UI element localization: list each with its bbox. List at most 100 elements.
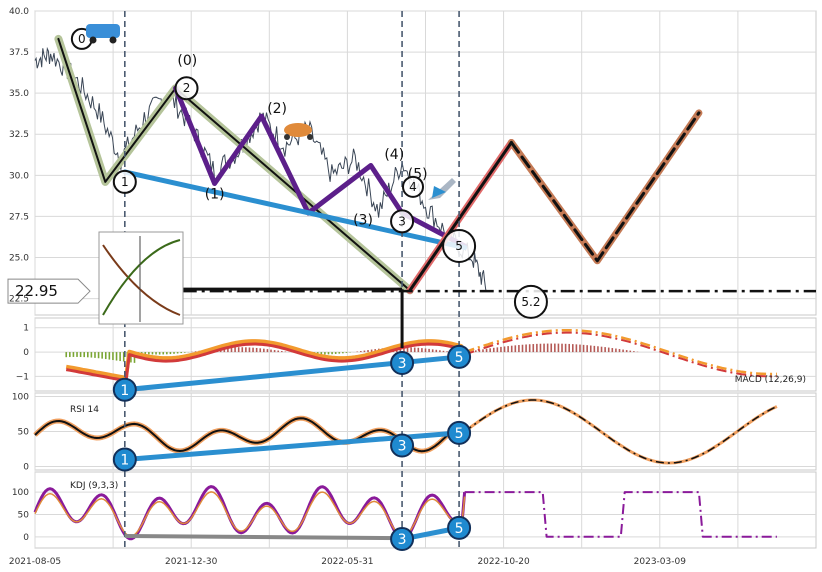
wave-circle-ring (442, 228, 477, 263)
wave-circle: 1 (112, 169, 137, 194)
divergence-circle (390, 433, 415, 458)
scooter-wheel (284, 134, 290, 140)
wave-label: (1) (205, 186, 225, 202)
car-wheel (109, 36, 117, 44)
kdj-projection (464, 491, 777, 538)
divergence-marker: 3 (390, 351, 415, 376)
tick-layer: 22.525.027.530.032.535.037.540.0−1010501… (9, 7, 806, 567)
wave-circle-label: 4 (409, 180, 417, 194)
x-tick-label: 2023-03-09 (634, 557, 687, 567)
y-tick-label: 0 (23, 533, 29, 543)
wave-circle-ring (402, 175, 425, 198)
wave-circle-ring (174, 76, 199, 101)
wave-circle: 3 (390, 209, 415, 234)
divergence-label: 3 (398, 532, 407, 548)
y-tick-label: 100 (12, 488, 29, 498)
x-tick-label: 2021-08-05 (9, 557, 61, 567)
x-tick-label: 2021-12-30 (165, 557, 218, 567)
wave-circle-label: 2 (183, 81, 191, 95)
wave-circle-label: 1 (121, 175, 129, 189)
wave-label: (2) (267, 101, 287, 117)
inset-curve (102, 244, 181, 316)
scooter-icon (284, 123, 313, 140)
wave-circle: 2 (174, 76, 199, 101)
divergence-marker: 5 (447, 515, 472, 540)
divergence-circle (447, 515, 472, 540)
car-icon (86, 24, 120, 44)
macd-signal-projection (464, 331, 777, 378)
macd-label: MACD (12,26,9) (735, 375, 806, 385)
divergence-marker: 1 (112, 447, 137, 472)
grid-lines (34, 10, 816, 548)
y-tick-label: 100 (12, 393, 29, 403)
y-tick-label: 40.0 (9, 7, 29, 17)
wave-label: (3) (353, 213, 373, 229)
wave-circle-label: 3 (398, 214, 406, 228)
divergence-label: 1 (120, 453, 129, 469)
y-tick-label: 32.5 (9, 130, 29, 140)
divergence-circle (112, 447, 137, 472)
divergence-circle (112, 377, 137, 402)
divergence-label: 1 (120, 383, 129, 399)
wave-circle-ring (513, 284, 548, 319)
divergence-marker: 3 (390, 527, 415, 552)
divergence-label: 5 (455, 426, 464, 442)
divergence-marker: 5 (447, 344, 472, 369)
y-tick-label: 30.0 (9, 171, 29, 181)
divergence-circle (390, 351, 415, 376)
y-tick-label: 0 (23, 463, 29, 473)
price-tag-text: 22.95 (15, 282, 58, 300)
car-wheel (89, 36, 97, 44)
divergence-circle (390, 527, 415, 552)
trend-line (122, 169, 468, 251)
scooter-wheel (307, 134, 313, 140)
y-tick-label: 35.0 (9, 89, 29, 99)
kdj-k-line (34, 491, 466, 538)
rsi-projection (464, 399, 778, 464)
inset-curve (102, 239, 181, 316)
rsi-line (34, 417, 466, 453)
divergence-circle (447, 420, 472, 445)
wave-line (57, 37, 411, 292)
divergence-marker: 5 (447, 420, 472, 445)
y-tick-label: 1 (23, 324, 29, 334)
price-tag: 22.95 (7, 278, 91, 304)
y-tick-label: 50 (18, 428, 30, 438)
divergence-marker: 1 (112, 377, 137, 402)
wave-circle: 5 (442, 228, 477, 263)
y-tick-label: −1 (16, 372, 29, 382)
wave-label: (0) (177, 53, 197, 69)
wave-circle-label: 5 (455, 239, 463, 253)
car-body (86, 24, 120, 38)
inset-frame (98, 231, 184, 325)
macd-signal (65, 342, 466, 383)
divergence-marker: 3 (390, 433, 415, 458)
macd-projection (464, 328, 777, 376)
wave-label: (4) (384, 147, 404, 163)
x-tick-label: 2022-05-31 (321, 557, 373, 567)
wave-circle-ring (390, 209, 415, 234)
y-tick-label: 0 (23, 348, 29, 358)
x-tick-label: 2022-10-20 (477, 557, 530, 567)
y-tick-label: 25.0 (9, 253, 29, 263)
macd-line (65, 339, 467, 380)
kdj-divergence-line (124, 533, 403, 541)
projection-dash (509, 111, 701, 263)
airplane-wing (432, 186, 446, 198)
kdj-label: KDJ (9,3,3) (70, 481, 118, 491)
projection-core (408, 141, 513, 292)
y-tick-label: 27.5 (9, 212, 29, 222)
divergence-label: 5 (455, 350, 464, 366)
y-tick-label: 37.5 (9, 48, 29, 58)
divergence-label: 5 (455, 521, 464, 537)
divergence-label: 3 (398, 356, 407, 372)
wave-circle-ring (112, 169, 137, 194)
airplane-icon (428, 178, 456, 200)
wave-circle-label: 5.2 (521, 295, 540, 309)
series-layer (33, 34, 778, 541)
scooter-body (284, 123, 312, 137)
y-tick-label: 50 (18, 510, 30, 520)
wave-circle: 4 (402, 175, 425, 198)
